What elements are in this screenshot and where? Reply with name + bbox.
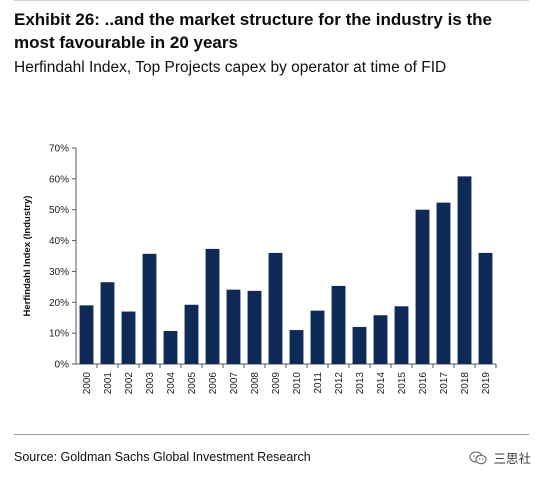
x-tick-label: 2015 bbox=[397, 372, 408, 395]
bar-2009 bbox=[268, 252, 283, 364]
bar-2011 bbox=[310, 310, 325, 364]
exhibit-subtitle: Herfindahl Index, Top Projects capex by … bbox=[14, 59, 447, 76]
x-tick-label: 2002 bbox=[124, 372, 135, 395]
y-tick-label: 50% bbox=[49, 205, 69, 216]
y-tick-label: 60% bbox=[49, 174, 69, 185]
y-tick-label: 70% bbox=[49, 144, 69, 155]
x-tick-label: 2019 bbox=[481, 372, 492, 395]
x-tick-label: 2006 bbox=[208, 372, 219, 395]
x-tick-label: 2003 bbox=[145, 372, 156, 395]
bottom-divider bbox=[14, 434, 529, 435]
bar-chart: 0% 10% 20% 30% 40% 50% 60% 70% 2000 2001 2002 2003 2… bbox=[22, 144, 497, 395]
bar-2017 bbox=[436, 202, 451, 364]
x-tick-label: 2001 bbox=[103, 372, 114, 395]
bar-2007 bbox=[226, 289, 241, 364]
y-tick-label: 10% bbox=[49, 329, 69, 340]
source-note: Source: Goldman Sachs Global Investment … bbox=[14, 450, 311, 464]
x-tick-label: 2018 bbox=[460, 372, 471, 395]
y-tick-label: 40% bbox=[49, 236, 69, 247]
x-tick-label: 2017 bbox=[439, 372, 450, 395]
bar-2006 bbox=[205, 248, 220, 364]
x-tick-label: 2008 bbox=[250, 372, 261, 395]
x-tick-label: 2005 bbox=[187, 372, 198, 395]
bar-2012 bbox=[331, 285, 346, 364]
bar-2019 bbox=[478, 252, 493, 364]
x-tick-label: 2009 bbox=[271, 372, 282, 395]
bar-2000 bbox=[79, 305, 94, 364]
x-tick-label: 2004 bbox=[166, 372, 177, 395]
y-tick-label: 0% bbox=[55, 360, 70, 371]
x-tick-label: 2000 bbox=[82, 372, 93, 395]
x-tick-label: 2014 bbox=[376, 372, 387, 395]
bar-2016 bbox=[415, 209, 430, 364]
x-tick-label: 2011 bbox=[313, 372, 324, 394]
bar-2008 bbox=[247, 290, 262, 364]
bar-2004 bbox=[163, 330, 178, 364]
watermark: 三思社 bbox=[469, 448, 531, 467]
bar-2005 bbox=[184, 304, 199, 364]
bar-2010 bbox=[289, 330, 304, 364]
x-tick-label: 2007 bbox=[229, 372, 240, 395]
bar-2014 bbox=[373, 315, 388, 364]
x-tick-label: 2016 bbox=[418, 372, 429, 395]
y-tick-label: 30% bbox=[49, 267, 69, 278]
watermark-text: 三思社 bbox=[493, 452, 531, 466]
bar-2013 bbox=[352, 326, 367, 364]
bar-2018 bbox=[457, 176, 472, 364]
wechat-icon bbox=[469, 450, 488, 464]
x-tick-label: 2013 bbox=[355, 372, 366, 395]
x-tick-label: 2010 bbox=[292, 372, 303, 395]
bar-2015 bbox=[394, 306, 409, 364]
bar-2003 bbox=[142, 253, 157, 364]
y-tick-label: 20% bbox=[49, 298, 69, 309]
y-axis-title: Herfindahl Index (Industry) bbox=[22, 196, 33, 317]
bar-2002 bbox=[121, 311, 136, 364]
top-divider bbox=[14, 0, 529, 1]
bar-2001 bbox=[100, 282, 115, 364]
x-tick-label: 2012 bbox=[334, 372, 345, 395]
exhibit-title: Exhibit 26: ..and the market structure f… bbox=[14, 10, 492, 52]
